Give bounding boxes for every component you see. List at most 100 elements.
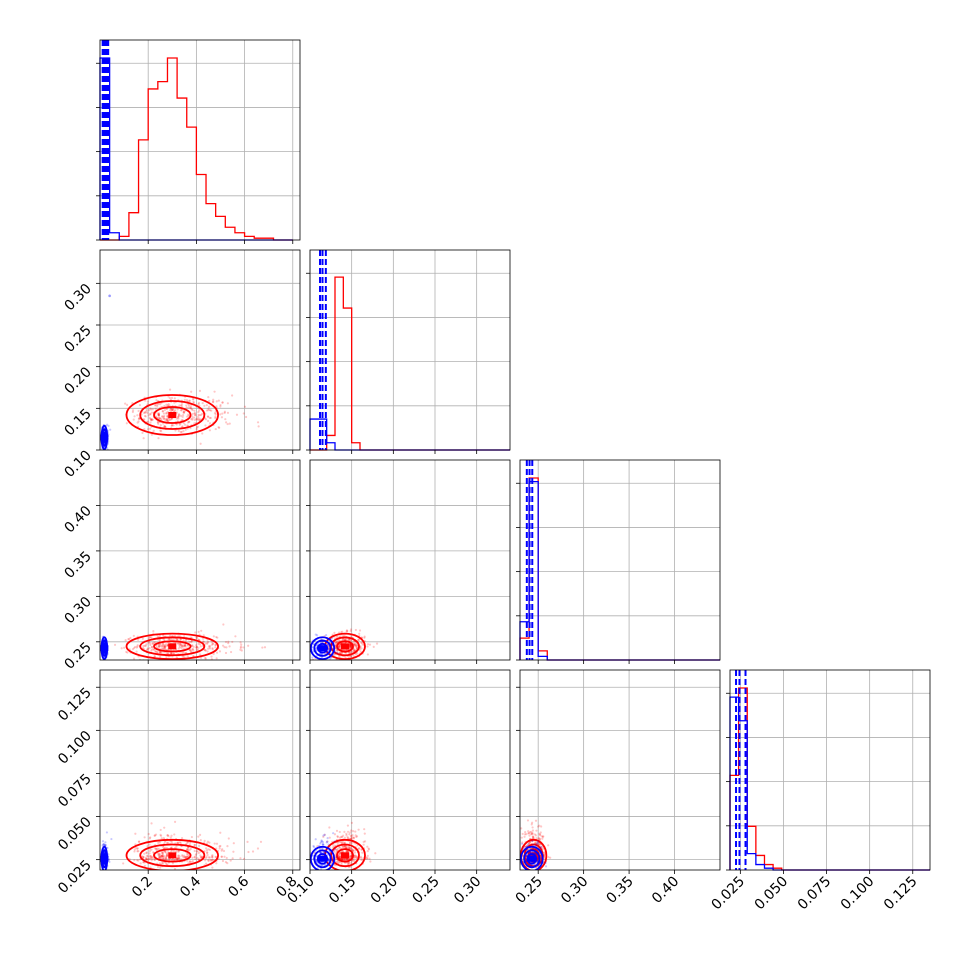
y-tick-label: 0.35 <box>61 548 94 581</box>
red-sample-point <box>164 850 167 853</box>
red-sample-point <box>531 835 534 838</box>
blue-sample-point <box>319 864 322 867</box>
red-sample-point <box>346 835 349 839</box>
red-sample-point <box>158 841 161 844</box>
red-sample-point <box>187 413 190 416</box>
axes-frame <box>729 669 931 871</box>
blue-histogram-step <box>729 696 930 871</box>
red-sample-point <box>243 405 247 408</box>
red-sample-point <box>344 844 347 848</box>
red-sample-point <box>348 833 351 836</box>
red-sample-point <box>340 858 343 861</box>
red-sample-point <box>352 836 356 839</box>
red-sample-point <box>216 636 219 639</box>
x-tick-label: 0.125 <box>881 874 921 914</box>
blue-sample-point <box>331 647 334 650</box>
red-sample-point <box>190 408 193 411</box>
red-sample-point <box>350 821 353 824</box>
x-tick-label: 0.25 <box>513 874 546 907</box>
y-tick-label: 0.125 <box>55 685 95 725</box>
red-histogram-step <box>519 477 720 661</box>
red-sample-point <box>222 849 226 853</box>
red-sample-point <box>191 648 194 651</box>
red-sample-point <box>169 652 173 655</box>
red-sample-point <box>523 833 527 836</box>
y-tick-label: 0.20 <box>61 364 94 397</box>
red-sample-point <box>185 855 188 859</box>
blue-sample-point <box>527 843 530 846</box>
red-sample-point <box>350 835 353 838</box>
red-sample-point <box>165 655 168 659</box>
red-sample-point <box>195 850 198 853</box>
red-peak-marker <box>168 643 177 650</box>
red-sample-point <box>135 646 138 649</box>
red-sample-point <box>165 854 168 857</box>
red-sample-point <box>160 645 163 648</box>
red-sample-point <box>152 429 155 432</box>
red-sample-point <box>185 855 188 858</box>
red-sample-point <box>175 638 179 641</box>
red-sample-point <box>212 400 215 403</box>
blue-sample-point <box>529 851 532 854</box>
red-sample-point <box>199 856 202 859</box>
red-sample-point <box>193 843 197 846</box>
red-sample-point <box>335 640 338 644</box>
red-sample-point <box>351 836 354 839</box>
x-tick-label: 0.20 <box>368 874 401 907</box>
red-sample-point <box>164 850 167 853</box>
red-sample-point <box>177 854 180 857</box>
red-sample-point <box>191 415 194 418</box>
red-sample-point <box>160 837 163 840</box>
red-sample-point <box>225 646 228 649</box>
red-sample-point <box>357 639 360 642</box>
red-sample-point <box>209 859 212 862</box>
red-sample-point <box>341 840 344 843</box>
red-sample-point <box>352 648 355 651</box>
red-sample-point <box>190 835 194 839</box>
red-sample-point <box>213 842 216 845</box>
red-sample-point <box>191 644 194 648</box>
red-sample-point <box>178 857 181 860</box>
red-sample-point <box>192 400 195 403</box>
red-sample-point <box>528 841 531 844</box>
red-sample-point <box>210 658 213 660</box>
blue-sample-point <box>322 851 325 854</box>
red-sample-point <box>347 846 350 849</box>
red-sample-point <box>333 833 337 836</box>
red-sample-point <box>363 832 366 835</box>
red-sample-point <box>539 831 542 834</box>
y-tick-label: 0.25 <box>61 323 94 356</box>
red-sample-point <box>157 413 160 416</box>
blue-peak-marker <box>318 645 327 652</box>
red-sample-point <box>154 847 157 850</box>
red-sample-point <box>157 848 161 851</box>
red-sample-point <box>192 649 195 652</box>
red-sample-point <box>164 417 167 421</box>
red-sample-point <box>362 643 365 646</box>
red-sample-point <box>167 841 170 844</box>
red-sample-point <box>149 413 152 416</box>
red-sample-point <box>171 417 174 420</box>
red-sample-point <box>222 623 225 626</box>
blue-density-contour <box>316 853 329 865</box>
red-sample-point <box>338 645 341 648</box>
red-sample-point <box>158 635 161 638</box>
red-sample-point <box>327 647 330 650</box>
red-sample-point <box>173 833 176 836</box>
red-sample-point <box>176 841 179 845</box>
red-sample-point <box>142 644 145 648</box>
red-sample-point <box>169 634 172 637</box>
red-sample-point <box>192 645 195 648</box>
red-sample-point <box>194 631 197 634</box>
red-sample-point <box>345 629 349 632</box>
red-sample-point <box>177 429 180 433</box>
red-sample-point <box>340 660 342 662</box>
red-sample-point <box>189 405 192 408</box>
red-sample-point <box>542 854 546 857</box>
blue-sample-point <box>315 634 319 637</box>
red-sample-point <box>217 426 220 429</box>
red-sample-point <box>169 836 172 839</box>
blue-density-contour <box>310 845 336 870</box>
red-sample-point <box>162 412 166 415</box>
red-sample-point <box>164 846 167 849</box>
